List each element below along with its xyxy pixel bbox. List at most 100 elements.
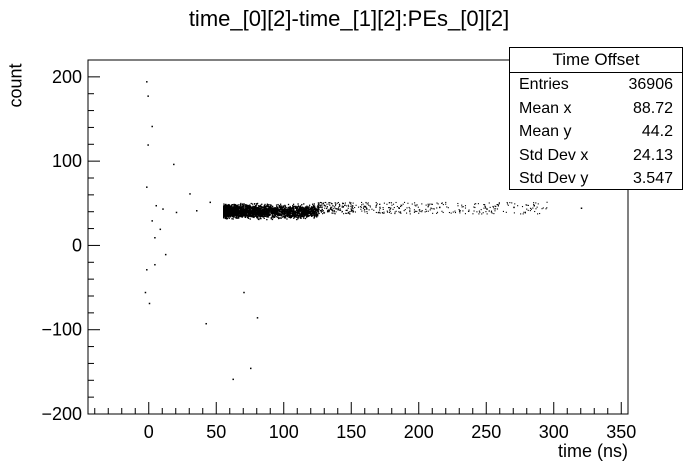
data-point [303, 214, 306, 216]
data-point [328, 202, 330, 204]
data-point [249, 208, 251, 210]
data-point [229, 211, 232, 214]
data-point [263, 210, 266, 212]
data-point [429, 203, 431, 205]
data-point [336, 202, 338, 204]
data-point [241, 207, 243, 210]
data-point [342, 203, 344, 205]
data-point [239, 208, 241, 210]
data-point [292, 209, 294, 211]
data-point [315, 210, 317, 212]
data-point [520, 213, 522, 215]
data-point [320, 202, 322, 204]
data-point [244, 204, 246, 206]
data-point [436, 211, 439, 213]
data-point [539, 212, 541, 215]
data-point [496, 204, 498, 206]
data-point [317, 206, 319, 209]
data-point [263, 210, 265, 213]
data-point [282, 215, 284, 217]
data-point [159, 228, 162, 231]
data-point [441, 202, 443, 204]
data-point [318, 211, 320, 213]
data-point [295, 214, 297, 217]
data-point [266, 203, 269, 205]
data-point [264, 210, 267, 213]
data-point [494, 205, 496, 207]
data-point [242, 207, 245, 210]
data-point [398, 207, 400, 209]
data-point [233, 206, 235, 209]
data-point [351, 210, 353, 212]
data-point [497, 204, 499, 206]
data-point [256, 202, 259, 205]
data-point [299, 205, 302, 208]
data-point [300, 215, 302, 217]
data-point [312, 205, 315, 208]
data-point [300, 217, 302, 219]
data-point [284, 205, 286, 208]
data-point [447, 207, 449, 209]
data-point [255, 207, 257, 210]
data-point [256, 207, 258, 209]
data-point [459, 210, 461, 212]
data-point [267, 206, 269, 208]
data-point [227, 213, 229, 215]
data-point [288, 206, 290, 209]
data-point [407, 202, 409, 204]
data-point [337, 201, 339, 204]
data-point [392, 208, 394, 210]
data-point [280, 215, 282, 217]
data-point [363, 205, 365, 207]
data-point [270, 210, 272, 212]
data-point [297, 213, 299, 216]
data-point [144, 291, 147, 294]
data-point [271, 206, 274, 208]
data-point [274, 214, 277, 217]
data-point [354, 206, 356, 209]
data-point [245, 205, 248, 207]
data-point [281, 211, 284, 213]
data-point [321, 209, 323, 211]
data-point [481, 213, 483, 215]
data-point [441, 210, 443, 212]
data-point [534, 210, 536, 213]
data-point [506, 201, 508, 204]
data-point [342, 202, 344, 204]
data-point [282, 209, 285, 212]
data-point [302, 213, 304, 215]
data-point [234, 208, 236, 210]
data-point [238, 207, 240, 210]
data-point [245, 211, 247, 214]
data-point [228, 213, 230, 216]
data-point [313, 214, 315, 216]
data-point [286, 208, 288, 211]
data-point [250, 202, 252, 205]
stats-title: Time Offset [510, 48, 682, 73]
data-point [233, 208, 235, 210]
data-point [416, 210, 418, 213]
data-point [260, 211, 262, 213]
data-point [252, 211, 254, 213]
data-point [244, 206, 247, 208]
x-tick-label: 300 [539, 422, 569, 442]
data-point [297, 212, 299, 214]
data-point [296, 215, 298, 217]
data-point [244, 208, 246, 210]
data-point [339, 205, 341, 207]
data-point [269, 212, 271, 214]
data-point [241, 208, 243, 210]
data-point [226, 206, 228, 209]
data-point [279, 205, 281, 208]
data-point [229, 206, 231, 209]
data-point [277, 213, 279, 215]
data-point [295, 211, 298, 214]
data-point [258, 206, 260, 208]
data-point [249, 218, 251, 220]
y-tick-label: 200 [52, 67, 82, 87]
data-point [400, 205, 402, 208]
data-point [282, 210, 284, 213]
data-point [417, 206, 419, 208]
data-point [241, 216, 244, 218]
data-point [260, 205, 262, 208]
